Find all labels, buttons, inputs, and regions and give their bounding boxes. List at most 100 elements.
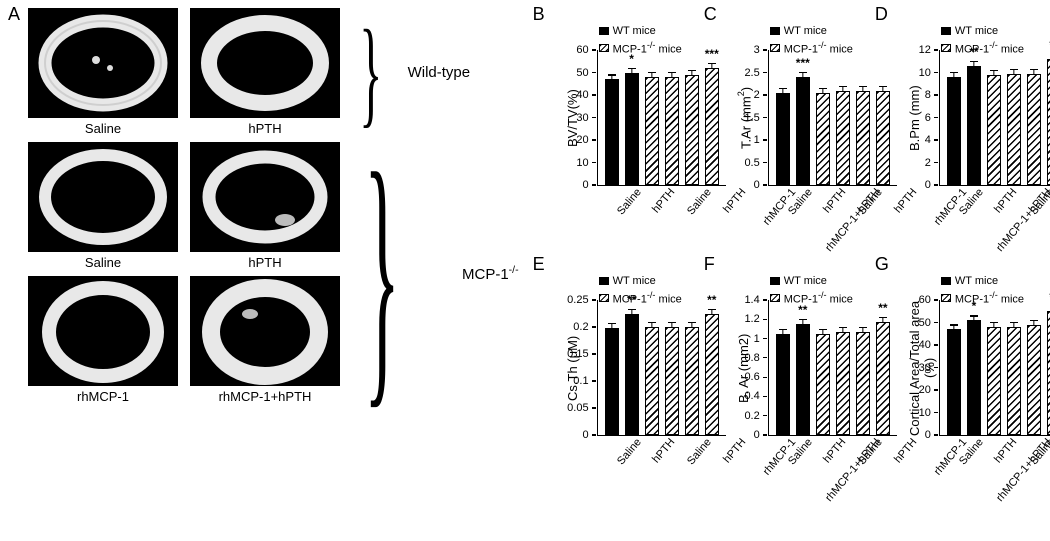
significance-marker: * (629, 52, 634, 66)
bar (776, 334, 790, 435)
y-tick: 0.25 (567, 294, 595, 306)
y-tick: 1.5 (744, 112, 766, 124)
y-tick: 50 (919, 317, 938, 329)
ct-image-ko-rhmcp-hpth (190, 276, 340, 386)
panel-letter: C (704, 4, 717, 25)
y-tick: 50 (576, 67, 595, 79)
panel-letter: E (533, 254, 545, 275)
legend-label-wt: WT mice (613, 24, 656, 39)
chart-F: FWT miceMCP-1-/- miceB. Ar (mm2)00.20.40… (708, 258, 869, 490)
panel-letter: D (875, 4, 888, 25)
chart-D: DWT miceMCP-1-/- miceB.Pm (mm)024681012*… (879, 8, 1040, 240)
ct-image-ko-hpth (190, 142, 340, 252)
bar (605, 328, 619, 435)
bar (605, 79, 619, 185)
bar (1027, 74, 1041, 185)
legend-swatch-solid (941, 27, 951, 35)
y-tick: 20 (576, 134, 595, 146)
plot-area: 00.511.522.53*** (768, 50, 897, 186)
bar: * (625, 73, 639, 186)
plot-area: 00.050.10.150.20.25**** (597, 300, 726, 436)
chart-C: CWT miceMCP-1-/- miceT.Ar (mm2)00.511.52… (708, 8, 869, 240)
legend-label-wt: WT mice (784, 24, 827, 39)
bar (1027, 325, 1041, 435)
panel-letter: G (875, 254, 889, 275)
y-tick: 2.5 (744, 67, 766, 79)
ct-rows-ko: Saline hPTH (28, 142, 519, 404)
legend-swatch-solid (941, 277, 951, 285)
y-tick: 0 (582, 179, 595, 191)
ct-caption: hPTH (190, 255, 340, 270)
panel-letter-a: A (8, 4, 20, 25)
y-tick: 0.6 (744, 371, 766, 383)
bar (816, 334, 830, 435)
significance-marker: ** (798, 303, 807, 317)
bar (987, 327, 1001, 435)
y-tick: 10 (919, 67, 938, 79)
bar (776, 93, 790, 185)
group-label-wt: Wild-type (408, 64, 471, 81)
y-tick: 0 (925, 179, 938, 191)
ct-caption: rhMCP-1+hPTH (190, 389, 340, 404)
y-tick: 6 (925, 112, 938, 124)
plot-area: 0102030405060**** (597, 50, 726, 186)
bar: * (967, 320, 981, 435)
ct-row-wt: Saline hPTH } Wild-type (28, 8, 519, 136)
y-tick: 0.2 (744, 410, 766, 422)
y-tick: 0 (754, 429, 767, 441)
significance-marker: *** (796, 56, 810, 70)
bar (1007, 327, 1021, 435)
bar (665, 77, 679, 185)
y-tick: 0.4 (744, 390, 766, 402)
bar (947, 329, 961, 435)
significance-marker: ** (627, 293, 636, 307)
bar: *** (796, 77, 810, 185)
figure-root: A Saline hPTH } Wild-type (10, 8, 1040, 490)
y-tick: 0 (582, 429, 595, 441)
y-tick: 8 (925, 89, 938, 101)
significance-marker: * (972, 299, 977, 313)
panel-letter: B (533, 4, 545, 25)
y-tick: 12 (919, 44, 938, 56)
legend-swatch-solid (599, 277, 609, 285)
charts-grid: BWT miceMCP-1-/- miceBV/TV(%)01020304050… (537, 8, 1040, 490)
y-tick: 0 (925, 429, 938, 441)
bar (1007, 74, 1021, 185)
y-tick: 10 (576, 157, 595, 169)
legend-label-wt: WT mice (955, 274, 998, 289)
y-tick: 60 (919, 294, 938, 306)
significance-marker: ** (969, 45, 978, 59)
ct-caption: Saline (28, 121, 178, 136)
ct-image-wt-hpth (190, 8, 340, 118)
legend-label-wt: WT mice (955, 24, 998, 39)
y-tick: 1 (754, 333, 767, 345)
y-tick: 10 (919, 407, 938, 419)
chart-B: BWT miceMCP-1-/- miceBV/TV(%)01020304050… (537, 8, 698, 240)
ct-caption: hPTH (190, 121, 340, 136)
bar: ** (625, 314, 639, 436)
bar (836, 332, 850, 435)
y-tick: 2 (754, 89, 767, 101)
y-tick: 3 (754, 44, 767, 56)
ct-image-grid: Saline hPTH } Wild-type (28, 8, 519, 404)
y-tick: 0.8 (744, 352, 766, 364)
bar (856, 332, 870, 435)
plot-area: 024681012**** (939, 50, 1050, 186)
bar (816, 93, 830, 185)
bar (645, 77, 659, 185)
y-tick: 0.05 (567, 402, 595, 414)
ct-image-ko-rhmcp (28, 276, 178, 386)
y-tick: 0.5 (744, 157, 766, 169)
y-tick: 0.2 (573, 321, 595, 333)
bar (685, 75, 699, 185)
bar (947, 77, 961, 185)
bar (685, 327, 699, 435)
ct-caption: rhMCP-1 (28, 389, 178, 404)
legend-label-wt: WT mice (613, 274, 656, 289)
bar (856, 91, 870, 186)
bar: ** (967, 66, 981, 185)
ct-caption: Saline (28, 255, 178, 270)
chart-G: GWT miceMCP-1-/- miceCortical Area/Total… (879, 258, 1040, 490)
plot-area: 0102030405060*** (939, 300, 1050, 436)
y-tick: 0.1 (573, 375, 595, 387)
